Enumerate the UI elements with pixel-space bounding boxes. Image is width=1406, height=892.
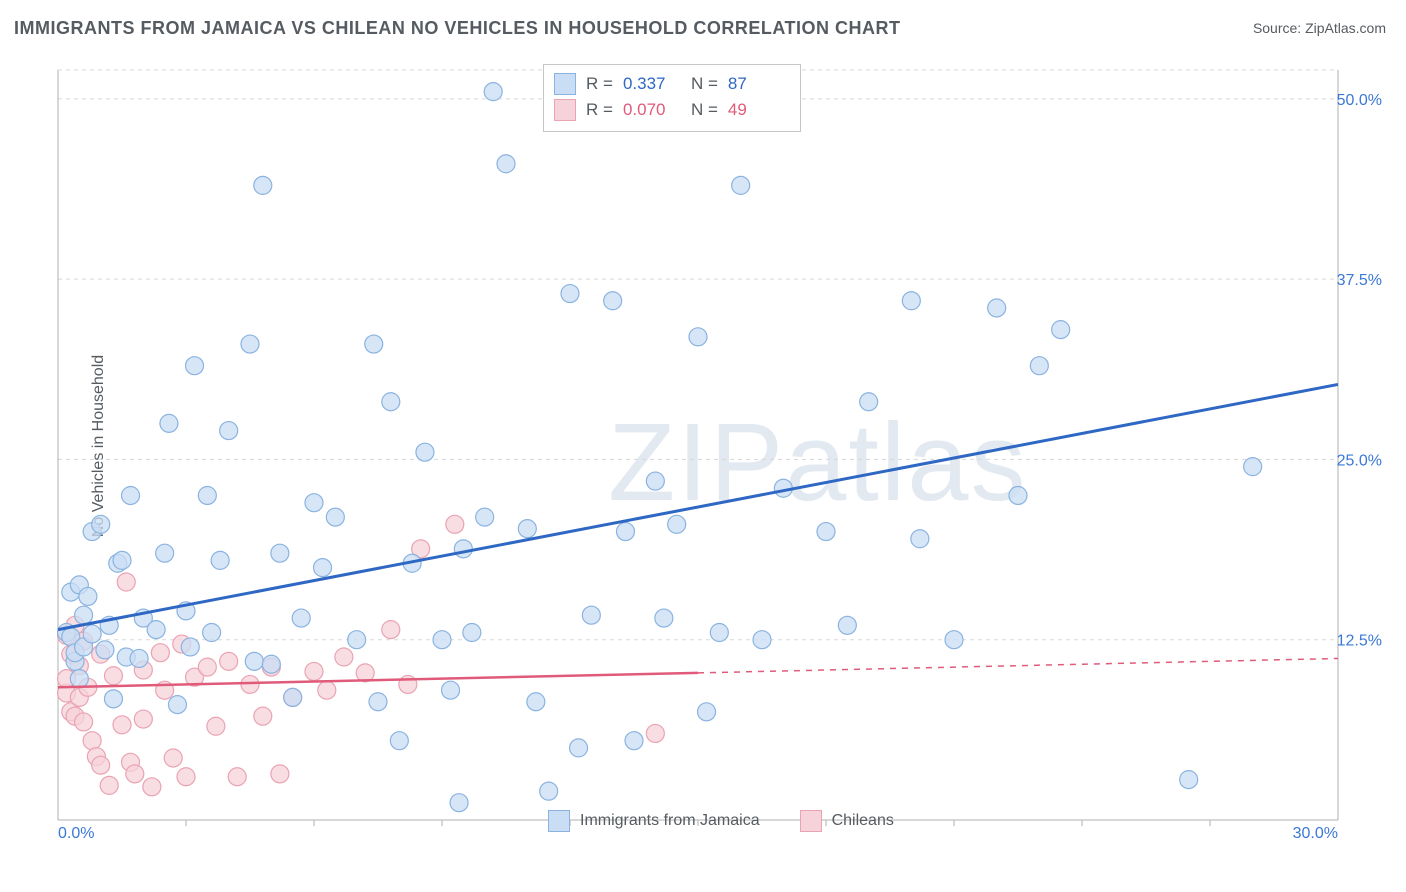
r-value-jamaica: 0.337 <box>623 71 681 97</box>
svg-text:12.5%: 12.5% <box>1337 633 1382 650</box>
horizontal-gridlines <box>58 70 1338 640</box>
svg-text:50.0%: 50.0% <box>1337 92 1382 109</box>
y-tick-labels: 12.5% 25.0% 37.5% 50.0% <box>1337 92 1382 650</box>
x-tick-30: 30.0% <box>1293 825 1338 840</box>
n-label: N = <box>691 71 718 97</box>
chart-title: IMMIGRANTS FROM JAMAICA VS CHILEAN NO VE… <box>14 18 901 39</box>
scatter-plot: ZIPatlas 12.5% 25.0% 37.5% 50.0% 0.0% 30.0% <box>48 60 1388 840</box>
watermark-text: ZIPatlas <box>608 401 1027 524</box>
source-label: Source: <box>1253 20 1301 36</box>
swatch-chilean <box>800 810 822 832</box>
n-value-chilean: 49 <box>728 97 786 123</box>
legend-label-chilean: Chileans <box>832 812 894 830</box>
swatch-chilean <box>554 99 576 121</box>
r-label: R = <box>586 71 613 97</box>
source-attribution: Source: ZipAtlas.com <box>1253 20 1386 36</box>
series-legend: Immigrants from Jamaica Chileans <box>548 810 894 832</box>
svg-text:37.5%: 37.5% <box>1337 272 1382 289</box>
n-value-jamaica: 87 <box>728 71 786 97</box>
x-tick-0: 0.0% <box>58 825 94 840</box>
legend-item-jamaica: Immigrants from Jamaica <box>548 810 760 832</box>
r-label: R = <box>586 97 613 123</box>
source-link[interactable]: ZipAtlas.com <box>1305 20 1386 36</box>
plot-svg: ZIPatlas 12.5% 25.0% 37.5% 50.0% 0.0% 30.0% <box>48 60 1388 840</box>
legend-row-chilean: R = 0.070 N = 49 <box>554 97 786 123</box>
svg-text:25.0%: 25.0% <box>1337 452 1382 469</box>
swatch-jamaica <box>554 73 576 95</box>
correlation-legend: R = 0.337 N = 87 R = 0.070 N = 49 <box>543 64 801 132</box>
legend-row-jamaica: R = 0.337 N = 87 <box>554 71 786 97</box>
r-value-chilean: 0.070 <box>623 97 681 123</box>
legend-item-chilean: Chileans <box>800 810 894 832</box>
n-label: N = <box>691 97 718 123</box>
legend-label-jamaica: Immigrants from Jamaica <box>580 812 760 830</box>
swatch-jamaica <box>548 810 570 832</box>
